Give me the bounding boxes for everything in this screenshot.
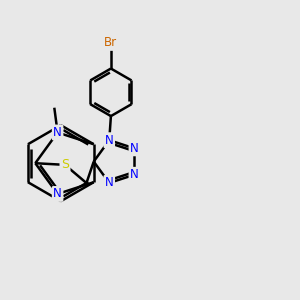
Text: N: N [130, 142, 139, 155]
Text: N: N [130, 168, 139, 181]
Text: N: N [105, 176, 114, 189]
Text: N: N [53, 126, 62, 139]
Text: Br: Br [104, 36, 118, 49]
Text: N: N [53, 188, 62, 200]
Text: S: S [61, 158, 69, 171]
Text: N: N [105, 134, 114, 147]
